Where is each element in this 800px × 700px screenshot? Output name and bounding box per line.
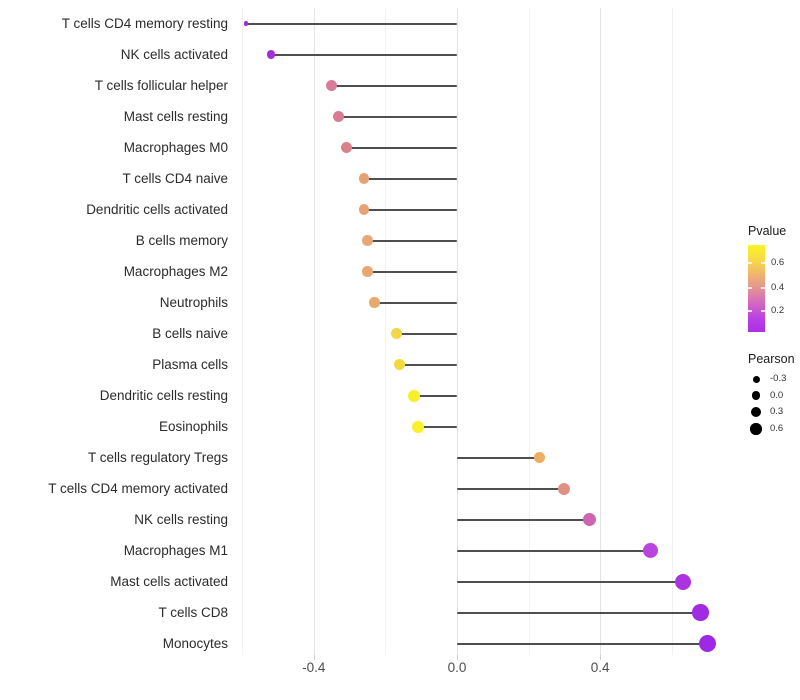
pearson-legend-label: 0.6 xyxy=(770,423,784,435)
lollipop-stem xyxy=(245,22,457,25)
lollipop-stem xyxy=(331,84,457,87)
major-gridline xyxy=(457,8,458,655)
pearson-legend-title: Pearson xyxy=(748,352,795,366)
x-tick-mark xyxy=(600,655,602,660)
y-axis-label: Monocytes xyxy=(162,635,228,651)
y-axis-label: Macrophages M2 xyxy=(123,263,228,279)
lollipop-dot xyxy=(411,420,424,433)
pearson-legend-dot xyxy=(752,375,760,383)
lollipop-stem xyxy=(363,177,457,180)
major-gridline xyxy=(313,8,315,655)
lollipop-dot xyxy=(699,635,717,652)
y-axis-label: B cells memory xyxy=(135,232,228,248)
lollipop-stem xyxy=(457,611,701,614)
y-axis-label: T cells regulatory Tregs xyxy=(87,449,228,465)
minor-gridline xyxy=(671,8,673,655)
major-gridline xyxy=(600,8,602,655)
colorbar-tick xyxy=(761,286,765,289)
y-axis-label: Macrophages M0 xyxy=(123,139,228,155)
y-axis-label: T cells CD4 naive xyxy=(122,170,228,186)
lollipop-stem xyxy=(417,425,457,428)
x-tick-mark xyxy=(457,655,458,660)
y-axis-label: T cells CD4 memory resting xyxy=(61,15,228,31)
lollipop-stem xyxy=(457,518,590,521)
lollipop-stem xyxy=(399,363,457,366)
y-axis-label: T cells follicular helper xyxy=(94,77,228,93)
y-axis-label: B cells naive xyxy=(152,325,228,341)
colorbar-tick xyxy=(761,262,765,265)
pearson-legend-label: -0.3 xyxy=(770,373,787,384)
pvalue-legend-title: Pvalue xyxy=(748,224,787,238)
lollipop-stem xyxy=(346,146,457,149)
lollipop-dot xyxy=(333,111,345,122)
lollipop-dot xyxy=(362,266,373,277)
pearson-legend-label: 0.0 xyxy=(770,389,784,401)
lollipop-stem xyxy=(338,115,457,118)
lollipop-dot xyxy=(642,542,659,559)
lollipop-dot xyxy=(243,21,249,26)
colorbar-tick xyxy=(748,310,752,313)
lollipop-stem xyxy=(367,270,457,273)
colorbar-tick xyxy=(761,310,765,313)
lollipop-stem xyxy=(270,53,457,56)
y-axis-label: Macrophages M1 xyxy=(123,542,228,558)
y-axis-label: Dendritic cells activated xyxy=(86,201,228,217)
colorbar-tick-label: 0.2 xyxy=(771,305,785,317)
lollipop-dot xyxy=(558,482,571,495)
minor-gridline xyxy=(385,8,387,655)
y-axis-label: T cells CD4 memory activated xyxy=(48,480,228,496)
y-axis-label: Mast cells activated xyxy=(110,573,228,589)
lollipop-dot xyxy=(369,297,380,308)
colorbar-tick-label: 0.6 xyxy=(771,257,785,269)
lollipop-dot xyxy=(582,512,597,527)
lollipop-stem xyxy=(396,332,457,335)
lollipop-stem xyxy=(457,642,708,645)
x-tick-label: 0.0 xyxy=(447,660,467,675)
pvalue-colorbar xyxy=(748,245,765,332)
y-axis-label: Plasma cells xyxy=(152,356,228,372)
x-tick-mark xyxy=(313,655,315,660)
lollipop-dot xyxy=(394,359,406,370)
lollipop-stem xyxy=(457,487,565,490)
y-axis-label: Dendritic cells resting xyxy=(99,387,228,403)
pearson-legend-dot xyxy=(750,423,762,435)
lollipop-dot xyxy=(326,80,338,91)
lollipop-dot xyxy=(358,173,370,184)
lollipop-stem xyxy=(363,208,457,211)
x-tick-label: -0.4 xyxy=(302,660,326,675)
lollipop-dot xyxy=(358,204,370,215)
y-axis-label: Eosinophils xyxy=(158,418,228,434)
pearson-legend-dot xyxy=(751,407,761,418)
x-tick-label: 0.4 xyxy=(590,660,610,675)
colorbar-tick xyxy=(748,286,752,289)
lollipop-dot xyxy=(408,389,421,402)
lollipop-stem xyxy=(414,394,457,397)
colorbar-tick xyxy=(748,262,752,265)
lollipop-dot xyxy=(533,452,545,463)
lollipop-stem xyxy=(457,580,683,583)
y-axis-label: T cells CD8 xyxy=(158,604,228,620)
colorbar-tick-label: 0.4 xyxy=(771,281,785,293)
y-axis-label: Neutrophils xyxy=(159,294,228,310)
lollipop-stem xyxy=(457,549,651,552)
y-axis-label: NK cells activated xyxy=(120,46,228,62)
pearson-legend-label: 0.3 xyxy=(770,406,784,418)
lollipop-dot xyxy=(266,50,276,59)
lollipop-dot xyxy=(692,604,709,621)
pearson-legend-dot xyxy=(751,391,761,400)
lollipop-stem xyxy=(374,301,457,304)
minor-gridline xyxy=(528,8,530,655)
lollipop-dot xyxy=(390,328,402,339)
lollipop-dot xyxy=(674,573,691,590)
y-axis-label: Mast cells resting xyxy=(123,108,228,124)
minor-gridline xyxy=(242,8,244,655)
lollipop-dot xyxy=(362,235,373,246)
lollipop-stem xyxy=(367,239,457,242)
y-axis-label: NK cells resting xyxy=(134,511,228,527)
lollipop-stem xyxy=(457,456,540,459)
lollipop-dot xyxy=(340,142,352,153)
